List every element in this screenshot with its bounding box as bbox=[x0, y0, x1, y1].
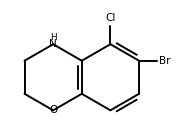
Text: O: O bbox=[49, 105, 57, 115]
Text: H: H bbox=[50, 33, 56, 42]
Text: Br: Br bbox=[159, 56, 170, 66]
Text: Cl: Cl bbox=[105, 13, 116, 23]
Text: N: N bbox=[49, 39, 57, 49]
